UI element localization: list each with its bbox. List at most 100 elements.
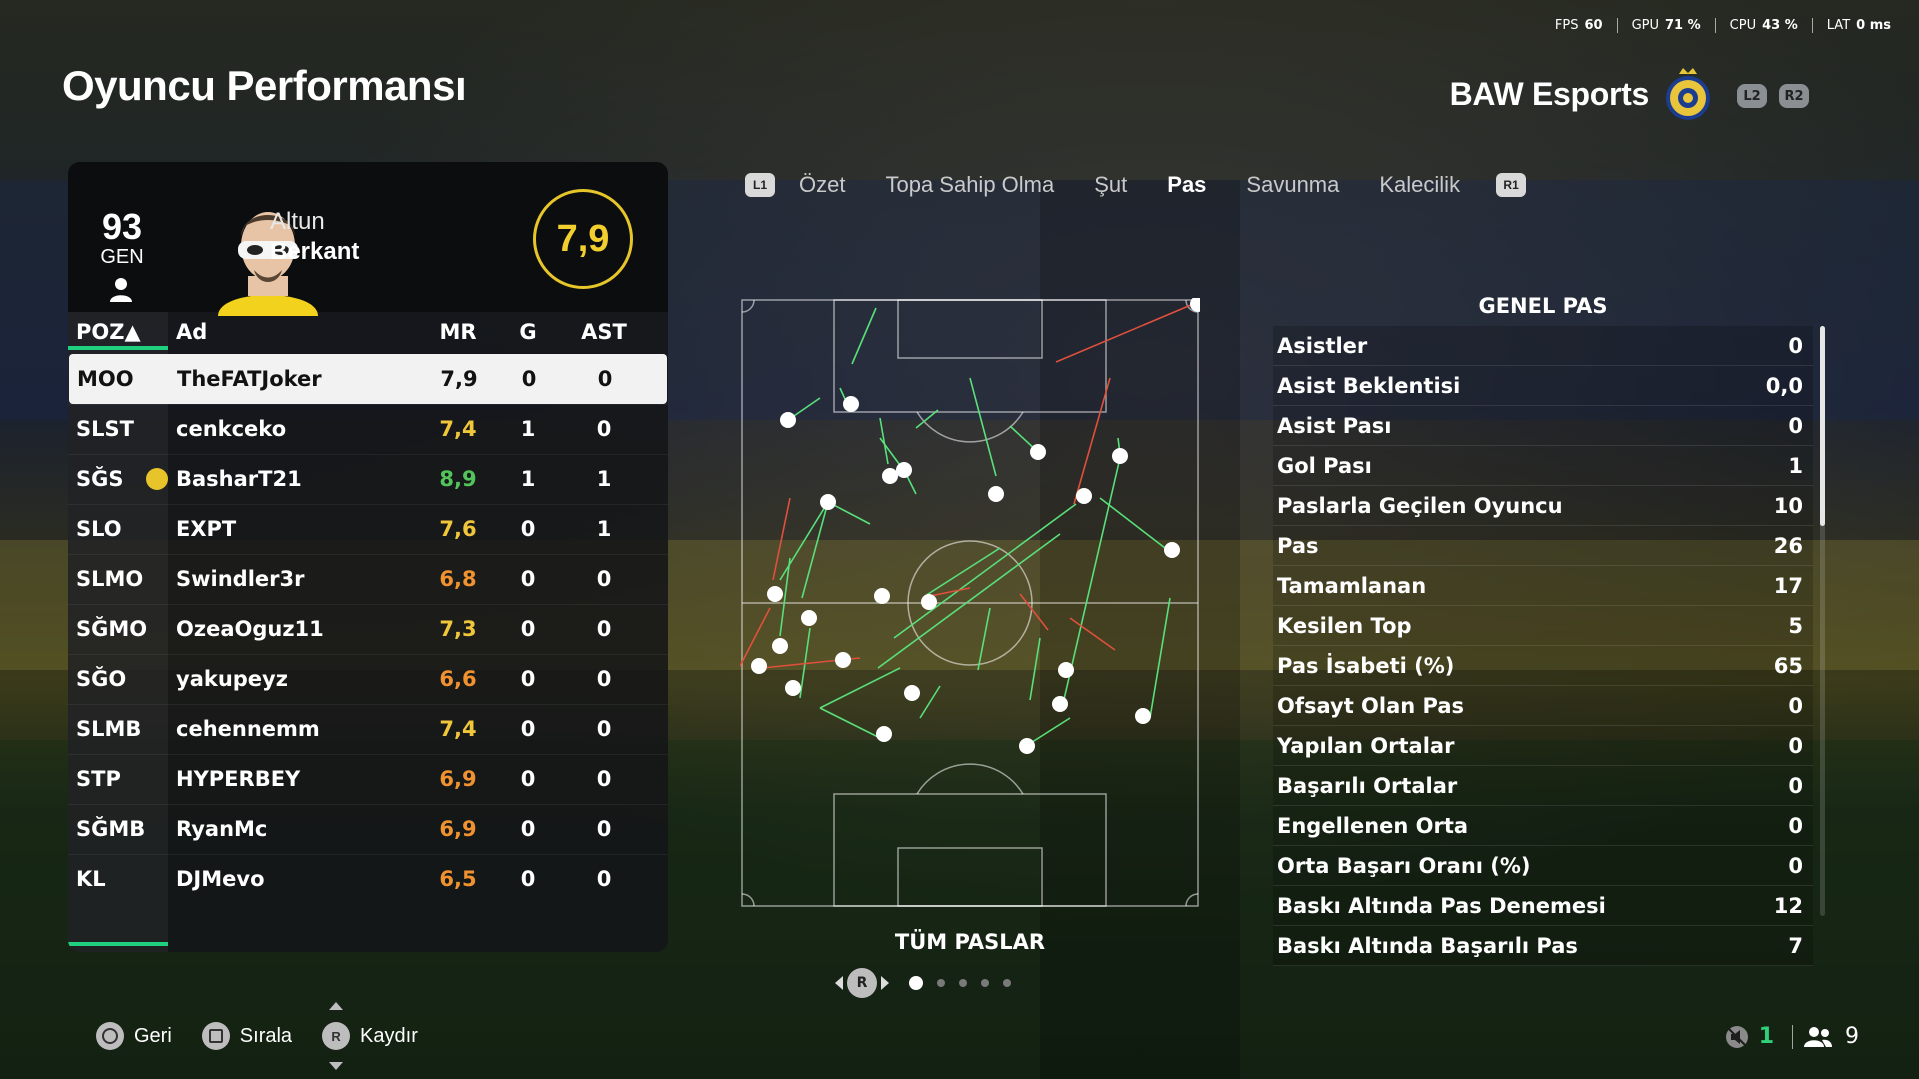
pass-line xyxy=(969,377,997,477)
r2-button[interactable]: R2 xyxy=(1779,84,1809,108)
l2-button[interactable]: L2 xyxy=(1737,84,1767,108)
pass-line xyxy=(740,607,771,667)
table-row[interactable]: SLMO Swindler3r 6,8 0 0 xyxy=(68,554,668,604)
stat-row: Tamamlanan 17 xyxy=(1273,566,1813,606)
table-row[interactable]: SĞO yakupeyz 6,6 0 0 xyxy=(68,654,668,704)
player-goals: 0 xyxy=(520,617,536,641)
player-match-rating: 7,9 xyxy=(533,189,633,289)
stat-row: Baskı Altında Başarılı Pas 7 xyxy=(1273,926,1813,966)
stat-label: Asist Beklentisi xyxy=(1277,374,1461,398)
player-position: STP xyxy=(76,767,121,791)
stat-label: Gol Pası xyxy=(1277,454,1372,478)
r1-button[interactable]: R1 xyxy=(1496,173,1527,197)
button-hints: Geri Sırala R Kaydır xyxy=(96,1002,448,1070)
pass-map-pitch xyxy=(740,298,1200,907)
pass-origin-dot xyxy=(1135,708,1151,724)
pager-right-icon[interactable] xyxy=(881,976,889,990)
pass-line xyxy=(1099,497,1166,549)
table-row[interactable]: SLMB cehennemm 7,4 0 0 xyxy=(68,704,668,754)
col-name-header[interactable]: Ad xyxy=(176,320,208,344)
cpu-label: CPU xyxy=(1729,18,1757,33)
pass-lines xyxy=(740,301,1199,747)
stat-label: Engellenen Orta xyxy=(1277,814,1469,838)
player-position: SLMB xyxy=(76,717,142,741)
pass-line xyxy=(772,497,791,581)
stat-row: Baskı Altında Pas Denemesi 12 xyxy=(1273,886,1813,926)
player-assists: 0 xyxy=(596,667,612,691)
player-name: HYPERBEY xyxy=(176,767,301,791)
player-assists: 0 xyxy=(597,367,613,391)
pager-dot[interactable] xyxy=(1003,979,1011,987)
stat-row: Pas İsabeti (%) 65 xyxy=(1273,646,1813,686)
pass-origin-dot xyxy=(751,658,767,674)
pager-dot[interactable] xyxy=(937,979,945,987)
player-overall: 93 xyxy=(101,206,143,247)
col-pos-header[interactable]: POZ▲ xyxy=(76,320,141,344)
stat-row: Asistler 0 xyxy=(1273,326,1813,366)
scroll-label: Kaydır xyxy=(360,1024,418,1047)
col-mr-header[interactable]: MR xyxy=(439,320,477,344)
stat-value: 7 xyxy=(1788,934,1803,958)
table-row[interactable]: KL DJMevo 6,5 0 0 xyxy=(68,854,668,904)
pass-line xyxy=(977,607,991,671)
col-g-header[interactable]: G xyxy=(519,320,537,344)
player-goals: 0 xyxy=(520,717,536,741)
table-row[interactable]: SLO EXPT 7,6 0 1 xyxy=(68,504,668,554)
stat-value: 10 xyxy=(1773,494,1803,518)
fps-label: FPS xyxy=(1554,18,1579,33)
player-assists: 0 xyxy=(596,717,612,741)
table-row[interactable]: MOO TheFATJoker 7,9 0 0 xyxy=(69,354,667,404)
table-row[interactable]: SĞMB RyanMc 6,9 0 0 xyxy=(68,804,668,854)
pager-dot[interactable] xyxy=(981,979,989,987)
square-button-icon xyxy=(201,1022,230,1050)
table-row[interactable]: SLST cenkceko 7,4 1 0 xyxy=(68,404,668,454)
player-goals: 0 xyxy=(520,867,536,891)
tab-5[interactable]: Kalecilik xyxy=(1379,172,1461,197)
player-assists: 1 xyxy=(596,467,612,491)
player-goals: 0 xyxy=(521,367,537,391)
tab-0[interactable]: Özet xyxy=(799,172,846,197)
stats-scrollbar-thumb[interactable] xyxy=(1820,326,1825,526)
l1-button[interactable]: L1 xyxy=(745,173,775,197)
stats-scrollbar-track[interactable] xyxy=(1820,326,1825,916)
player-mr: 6,5 xyxy=(439,867,477,891)
stat-label: Yapılan Ortalar xyxy=(1277,734,1455,758)
player-name: yakupeyz xyxy=(176,667,288,691)
pass-origin-dot xyxy=(772,638,788,654)
pager-left-icon[interactable] xyxy=(835,976,843,990)
pass-line xyxy=(879,417,889,465)
status-divider xyxy=(1792,1024,1793,1049)
stat-row: Orta Başarı Oranı (%) 0 xyxy=(1273,846,1813,886)
table-row[interactable]: STP HYPERBEY 6,9 0 0 xyxy=(68,754,668,804)
pass-line xyxy=(819,707,881,739)
back-hint[interactable]: Geri xyxy=(96,1022,172,1050)
pager-dot[interactable] xyxy=(959,979,967,987)
stat-value: 26 xyxy=(1773,534,1803,558)
table-row[interactable]: SĞMO OzeaOguz11 7,3 0 0 xyxy=(68,604,668,654)
tab-2[interactable]: Şut xyxy=(1094,172,1128,197)
pass-origin-dot xyxy=(876,726,892,742)
pass-origin-dot xyxy=(767,586,783,602)
scroll-hint[interactable]: R Kaydır xyxy=(322,1002,418,1070)
player-name: TheFATJoker xyxy=(177,367,322,391)
col-ast-header[interactable]: AST xyxy=(581,320,627,344)
tab-1[interactable]: Topa Sahip Olma xyxy=(885,172,1055,197)
stat-label: Orta Başarı Oranı (%) xyxy=(1277,854,1531,878)
pass-line xyxy=(801,501,829,599)
r-stick-button[interactable]: R xyxy=(847,968,877,998)
table-row[interactable]: SĞS BasharT21 8,9 1 1 xyxy=(68,454,668,504)
pass-line xyxy=(1149,597,1171,719)
player-position: MOO xyxy=(77,367,134,391)
tab-4[interactable]: Savunma xyxy=(1246,172,1340,197)
pass-line xyxy=(779,501,829,581)
r-stick-icon: R xyxy=(322,1022,351,1050)
tab-3[interactable]: Pas xyxy=(1167,172,1207,197)
stat-row: Asist Pası 0 xyxy=(1273,406,1813,446)
performance-overlay: FPS 60 GPU 71 % CPU 43 % LAT 0 ms xyxy=(1541,18,1905,33)
position-column-bg xyxy=(68,312,168,952)
player-mr: 7,9 xyxy=(440,367,478,391)
stat-label: Paslarla Geçilen Oyuncu xyxy=(1277,494,1563,518)
pager-dot[interactable] xyxy=(909,976,923,990)
player-mr: 6,8 xyxy=(439,567,477,591)
sort-hint[interactable]: Sırala xyxy=(201,1022,292,1050)
